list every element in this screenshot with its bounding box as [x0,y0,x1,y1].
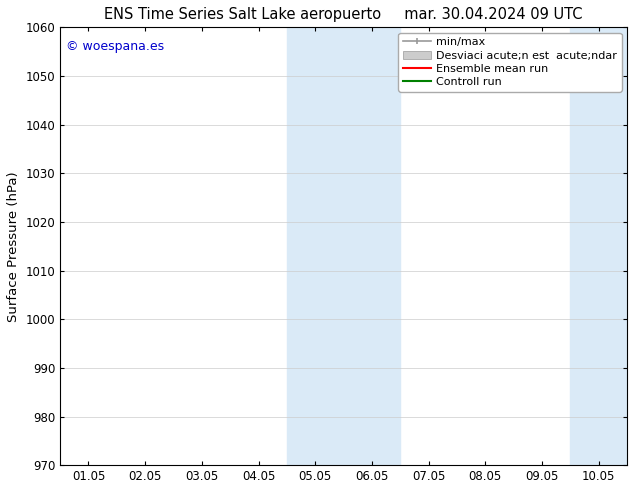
Bar [287,27,400,465]
Legend: min/max, Desviaci acute;n est  acute;ndar, Ensemble mean run, Controll run: min/max, Desviaci acute;n est acute;ndar… [398,33,621,92]
Bar [571,27,627,465]
Title: ENS Time Series Salt Lake aeropuerto     mar. 30.04.2024 09 UTC: ENS Time Series Salt Lake aeropuerto mar… [105,7,583,22]
Text: © woespana.es: © woespana.es [66,40,164,53]
Y-axis label: Surface Pressure (hPa): Surface Pressure (hPa) [7,171,20,321]
